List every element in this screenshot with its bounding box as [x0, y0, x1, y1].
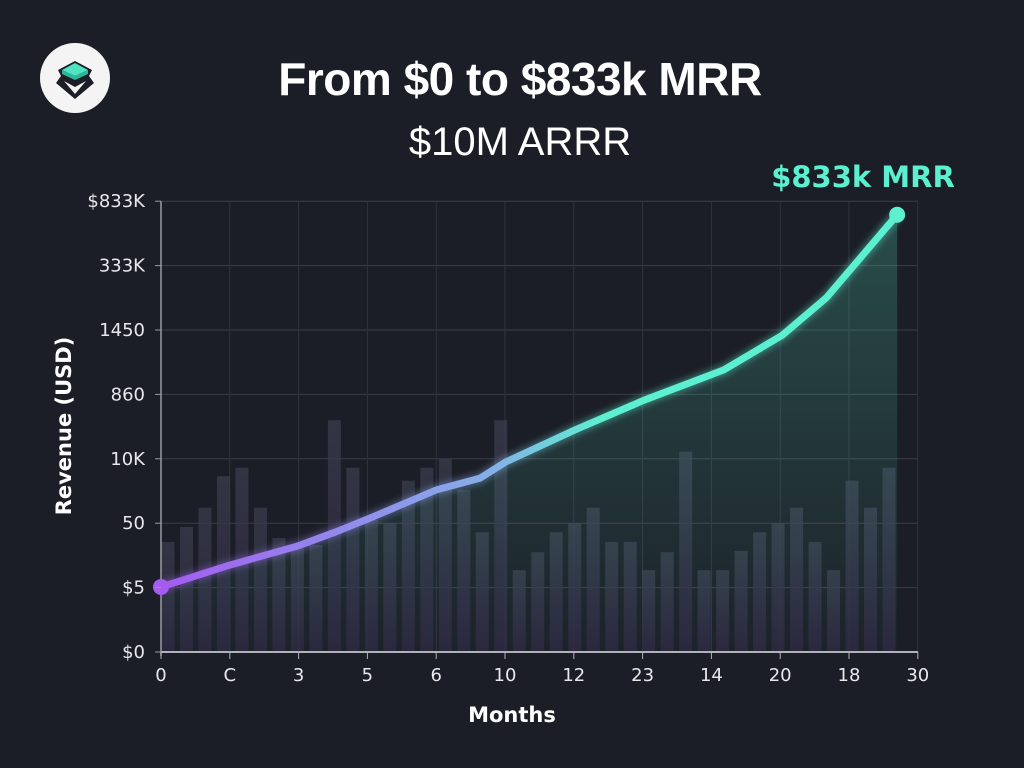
x-tick-label: 23	[631, 665, 654, 686]
x-axis-ticks: 0 С 3 5 6 10 12 23 14 20 18 30	[155, 652, 929, 686]
area-under-line	[161, 214, 898, 652]
start-point	[153, 578, 169, 595]
x-tick-label: 12	[562, 665, 585, 686]
x-tick-label: 30	[906, 665, 929, 686]
y-tick-label: 10K	[110, 449, 146, 470]
y-tick-label: 50	[122, 513, 145, 534]
y-tick-label: $833K	[87, 191, 146, 212]
x-tick-label: 0	[155, 665, 166, 686]
line-path	[157, 211, 901, 591]
x-tick-label: С	[224, 665, 237, 686]
x-tick-label: 6	[430, 665, 441, 686]
chart-title: From $0 to $833k MRR	[278, 53, 762, 105]
revenue-line	[153, 206, 906, 595]
x-tick-label: 5	[362, 665, 373, 686]
chart-subtitle: $10M ARRR	[408, 120, 632, 164]
end-point	[889, 206, 906, 223]
y-tick-label: $5	[122, 578, 145, 599]
y-tick-label: 333K	[99, 256, 146, 277]
area-fill	[161, 214, 898, 652]
x-tick-label: 20	[769, 665, 792, 686]
x-tick-label: 14	[700, 665, 723, 686]
x-tick-label: 3	[293, 665, 304, 686]
x-axis-label: Months	[468, 703, 556, 727]
y-tick-label: 860	[111, 384, 145, 405]
logo	[40, 43, 110, 113]
y-tick-label: $0	[122, 642, 145, 663]
y-axis-ticks: $0 $5 50 10K 860 1450 333K $833K	[87, 191, 161, 663]
stacked-box-logo-icon	[56, 61, 94, 99]
final-value-annotation: $833k MRR	[771, 160, 955, 194]
x-tick-label: 10	[494, 665, 517, 686]
y-axis-label: Revenue (USD)	[52, 337, 76, 516]
y-tick-label: 1450	[99, 320, 145, 341]
x-tick-label: 18	[838, 665, 861, 686]
